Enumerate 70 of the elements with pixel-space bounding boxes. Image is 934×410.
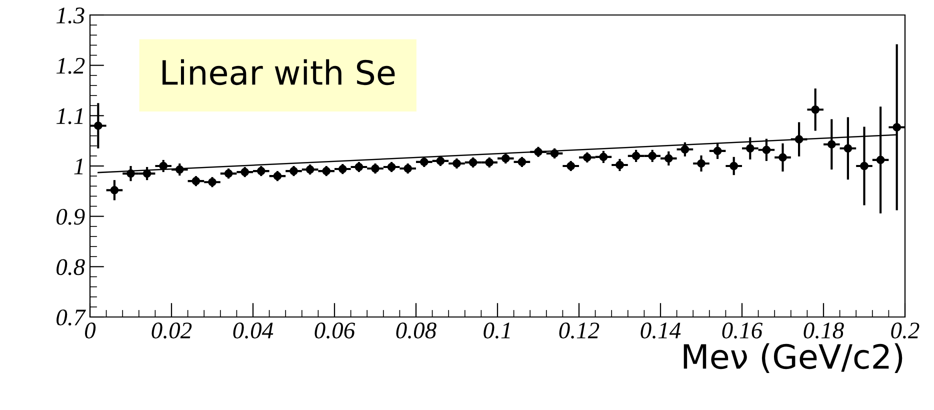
point [811, 105, 820, 114]
point [256, 166, 266, 176]
point [746, 144, 754, 153]
y-tick-label: 0.9 [56, 208, 85, 225]
x-tick-label: 0 [85, 322, 96, 338]
point [892, 123, 902, 132]
point [371, 164, 380, 173]
point [616, 160, 624, 170]
point [876, 156, 885, 164]
point [468, 158, 478, 167]
point [566, 162, 576, 170]
point [485, 158, 494, 167]
point [322, 166, 331, 176]
point [860, 162, 868, 170]
point [518, 158, 526, 166]
y-tick-label: 0.7 [56, 309, 86, 326]
point [582, 153, 592, 162]
point [599, 152, 608, 162]
x-tick-label: 0.04 [233, 322, 274, 339]
x-tick-label: 0.1 [484, 322, 510, 339]
point [290, 166, 298, 176]
y-tick-label: 1 [74, 158, 83, 174]
point [794, 135, 804, 144]
x-tick-label: 0.2 [891, 322, 920, 339]
point [436, 156, 445, 166]
point [387, 162, 396, 172]
point [844, 144, 852, 153]
y-tick-label: 1.1 [56, 108, 83, 124]
x-tick-label: 0.06 [314, 322, 356, 339]
annotation: Linear with Se [162, 59, 395, 86]
x-tick-label: 0.12 [559, 322, 600, 339]
x-tick-label: 0.14 [640, 322, 681, 339]
point [240, 168, 250, 176]
point [404, 164, 412, 173]
x-tick-label: 0.08 [396, 322, 436, 339]
point [126, 169, 135, 178]
point [778, 153, 787, 162]
point [730, 162, 738, 170]
x-axis-title: Meν (GeV/c2) [684, 343, 902, 373]
point [175, 165, 184, 174]
point [338, 164, 347, 174]
point [110, 186, 119, 194]
point [273, 172, 282, 180]
point [420, 158, 428, 166]
x-tick-label: 0.16 [722, 322, 763, 339]
point [159, 162, 168, 170]
point [680, 145, 690, 154]
point [762, 146, 771, 154]
point [697, 159, 706, 168]
point [827, 140, 836, 149]
point [94, 122, 102, 130]
point [664, 154, 673, 163]
point [534, 148, 542, 156]
point [192, 176, 200, 186]
point [452, 159, 461, 168]
point [501, 154, 510, 163]
point [224, 169, 233, 178]
y-tick-label: 1.3 [56, 8, 84, 24]
point [648, 152, 657, 160]
x-tick-label: 0.18 [804, 322, 844, 339]
point [632, 152, 640, 160]
point [713, 146, 722, 156]
point [550, 149, 559, 158]
point [306, 165, 314, 174]
y-tick-label: 0.8 [56, 259, 85, 276]
point [142, 169, 152, 178]
y-tick-label: 1.2 [56, 58, 85, 74]
x-tick-label: 0.02 [152, 322, 192, 339]
point [354, 162, 364, 172]
point [208, 178, 216, 186]
